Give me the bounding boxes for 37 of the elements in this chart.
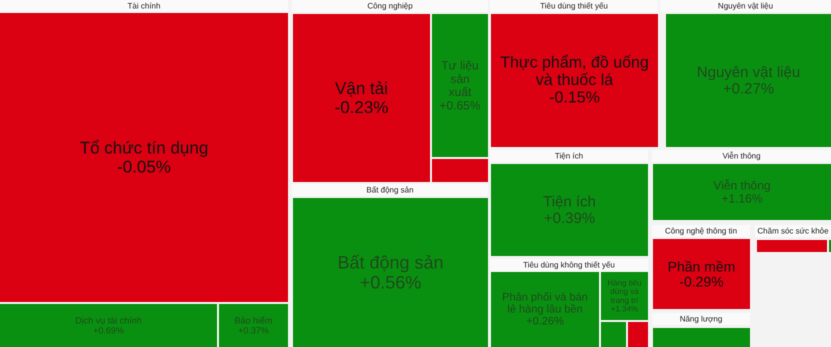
text: Tiêu dùng không thiết yếu: [523, 260, 615, 270]
category-label: Phần mềm: [668, 258, 736, 274]
data-label: +1.34%: [610, 304, 638, 314]
data-label: +0.37%: [238, 325, 269, 336]
data-label: +0.65%: [439, 98, 481, 112]
data-label: +0.26%: [526, 316, 564, 328]
category-label: Bảo hiểm: [234, 316, 273, 326]
text: Công nghiệp: [367, 2, 414, 10]
category-label: Phân phối và bán lẻ hàng lâu bền: [502, 291, 588, 316]
category-label: Tư liệu sản xuất: [441, 58, 479, 100]
text: Nguyên vật liệu: [718, 2, 774, 10]
data-label: -0.29%: [679, 274, 724, 290]
category-label: Bất động sản: [337, 252, 444, 273]
category-label: Viễn thông: [713, 178, 771, 192]
text: Tiêu dùng thiết yếu: [540, 2, 608, 10]
text: Năng lượng: [680, 314, 722, 324]
category-label: Tổ chức tín dụng: [80, 138, 208, 158]
data-label: -0.23%: [334, 98, 388, 117]
data-label: +0.27%: [722, 80, 774, 98]
category-label: Nguyên vật liệu: [696, 64, 800, 81]
data-label: +0.56%: [360, 272, 422, 292]
data-label: +0.39%: [544, 210, 596, 227]
data-label: +1.16%: [721, 192, 763, 206]
text: Tiện ích: [554, 152, 584, 160]
data-label: +0.69%: [93, 325, 124, 336]
category-label: Vận tải: [335, 79, 388, 98]
data-label: -0.15%: [549, 90, 600, 107]
data-label: -0.05%: [117, 157, 171, 176]
text: Bất động sản: [366, 186, 414, 194]
category-label: Tiện ích: [543, 193, 596, 210]
text: Công nghệ thông tin: [664, 226, 738, 236]
text: Chăm sóc sức khỏe: [757, 226, 830, 236]
category-label: Thực phẩm, đồ uống và thuốc lá: [500, 54, 649, 89]
category-label: Dịch vụ tài chính: [75, 316, 142, 326]
category-label: Hàng tiêu dùng và trang trí: [607, 278, 642, 305]
text: Tài chính: [128, 2, 160, 10]
text: Viễn thông: [722, 152, 761, 160]
